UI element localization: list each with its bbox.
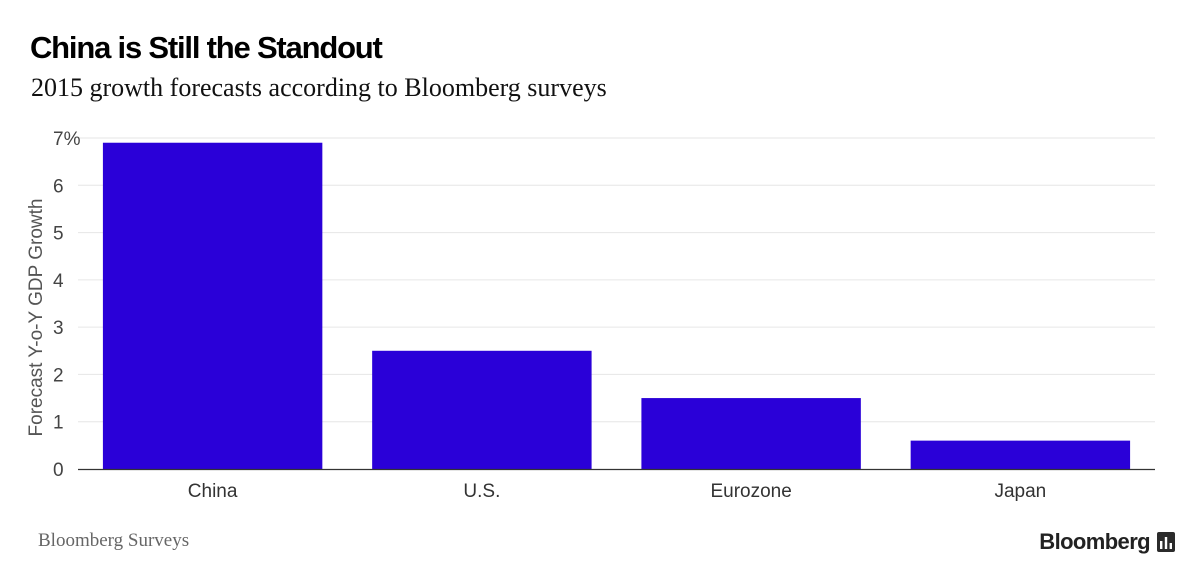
- x-tick-label: U.S.: [463, 481, 500, 502]
- y-tick-label: 3: [53, 318, 64, 339]
- y-tick-label: 7%: [53, 129, 81, 150]
- y-tick-label: 4: [53, 271, 64, 292]
- y-tick-label: 0: [53, 460, 64, 481]
- y-tick-label: 6: [53, 176, 64, 197]
- chart-subtitle: 2015 growth forecasts according to Bloom…: [31, 73, 607, 102]
- x-axis-ticks: China U.S. Eurozone Japan: [188, 481, 1046, 502]
- bloomberg-terminal-icon: [1157, 532, 1175, 552]
- bar-u-s: [372, 350, 592, 469]
- chart-title: China is Still the Standout: [30, 30, 383, 65]
- y-tick-label: 1: [53, 413, 64, 434]
- source-note: Bloomberg Surveys: [38, 530, 190, 551]
- bar-china: [102, 142, 323, 469]
- y-axis-label: Forecast Y-o-Y GDP Growth: [26, 199, 47, 437]
- x-tick-label: Japan: [994, 481, 1046, 502]
- bars: [102, 142, 1131, 469]
- bar-japan: [910, 440, 1131, 469]
- y-axis-ticks: 0 1 2 3 4 5 6 7%: [53, 129, 81, 481]
- bar-eurozone: [641, 398, 861, 469]
- y-tick-label: 2: [53, 365, 64, 386]
- x-tick-label: China: [188, 481, 238, 502]
- brand-logo: Bloomberg: [1039, 529, 1175, 555]
- brand-name: Bloomberg: [1039, 529, 1150, 554]
- x-tick-label: Eurozone: [710, 481, 791, 502]
- y-tick-label: 5: [53, 224, 64, 245]
